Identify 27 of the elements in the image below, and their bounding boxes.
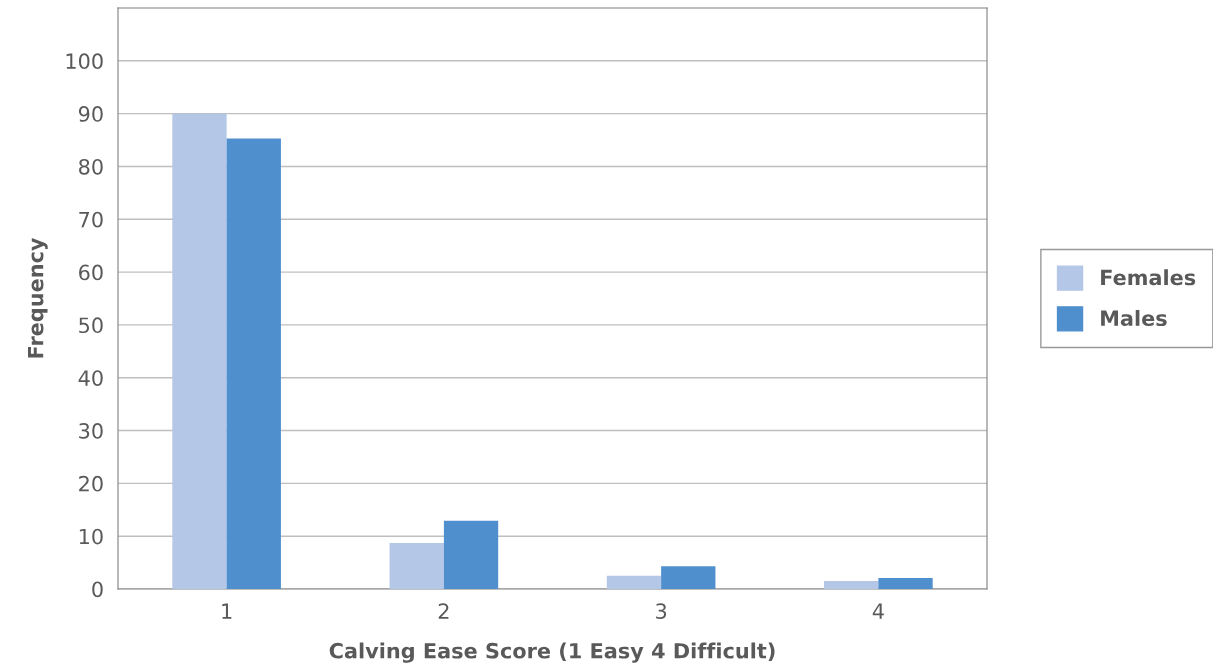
y-tick-label: 70 bbox=[79, 211, 103, 228]
bar bbox=[824, 581, 879, 589]
y-tick-label: 60 bbox=[79, 264, 103, 281]
bar bbox=[172, 113, 227, 589]
y-tick-label: 40 bbox=[78, 370, 103, 386]
x-tick-label: 1 bbox=[222, 603, 232, 619]
x-tick-label: 3 bbox=[656, 603, 667, 620]
bar bbox=[661, 566, 716, 589]
x-tick-label: 2 bbox=[438, 603, 449, 619]
bar bbox=[878, 577, 933, 589]
y-tick-label: 90 bbox=[78, 106, 103, 122]
y-tick-label: 20 bbox=[79, 475, 103, 492]
bar bbox=[226, 138, 281, 589]
y-tick-label: 80 bbox=[79, 158, 103, 175]
y-tick-label: 100 bbox=[66, 53, 103, 70]
y-tick-label: 0 bbox=[92, 581, 103, 598]
y-tick-label: 10 bbox=[79, 528, 103, 545]
bar bbox=[606, 575, 662, 589]
bar bbox=[443, 520, 499, 589]
x-tick-label: 4 bbox=[872, 603, 884, 619]
x-axis-title: Calving Ease Score (1 Easy 4 Difficult) bbox=[329, 642, 775, 663]
legend-label: Males bbox=[1101, 309, 1167, 327]
y-tick-label: 50 bbox=[79, 317, 103, 334]
legend-label: Females bbox=[1101, 269, 1196, 286]
y-tick-label: 30 bbox=[79, 423, 103, 439]
y-axis-title: Frequency bbox=[27, 237, 48, 358]
bar bbox=[389, 543, 444, 589]
